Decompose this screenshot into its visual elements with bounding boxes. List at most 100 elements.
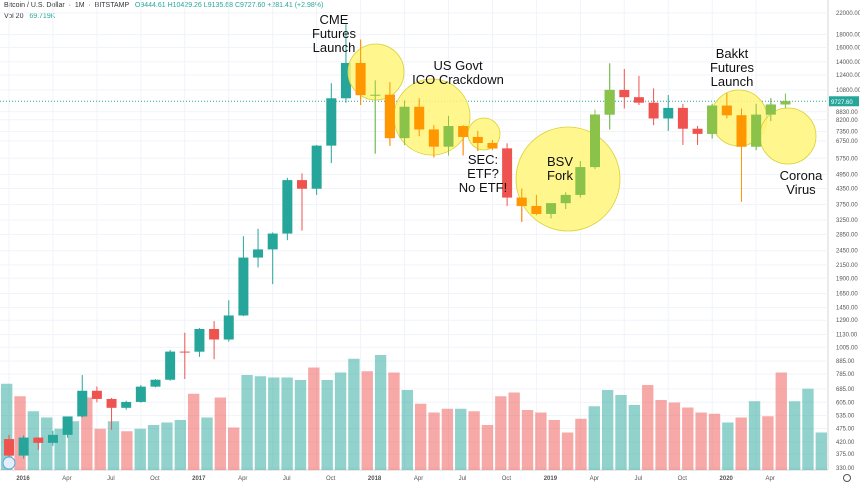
y-tick-label: 3250.00 xyxy=(836,218,858,224)
y-tick-label: 1005.00 xyxy=(836,345,858,351)
x-tick-label: Oct xyxy=(678,476,688,482)
y-tick-label: 2450.00 xyxy=(836,249,858,255)
y-tick-label: 475.00 xyxy=(836,427,855,433)
volume-bar xyxy=(508,392,520,470)
y-tick-label: 885.00 xyxy=(836,359,855,365)
x-tick-label: 2016 xyxy=(16,476,30,482)
volume-bar xyxy=(615,395,627,470)
ohlc-open: O9444.61 xyxy=(134,2,166,9)
candle-body-highlight xyxy=(370,94,381,96)
candle-body-highlight xyxy=(428,129,439,147)
interval[interactable]: 1M xyxy=(74,2,85,9)
volume-bar xyxy=(107,421,120,470)
y-tick-label: 330.00 xyxy=(836,466,855,472)
highlight-circle xyxy=(759,107,817,165)
last-price-tag xyxy=(829,96,859,107)
candle-body-highlight xyxy=(590,114,600,168)
annotation-text: ETF? xyxy=(467,166,499,181)
x-tick-label: 2020 xyxy=(720,476,734,482)
candle-body xyxy=(18,437,29,456)
y-tick-label: 16000.00 xyxy=(836,45,860,51)
x-tick-label: Jul xyxy=(283,476,291,482)
last-price-tag-label: 9727.60 xyxy=(831,100,853,106)
annotation-text: Futures xyxy=(312,26,357,41)
candle-body xyxy=(77,390,88,417)
annotation-text: CME xyxy=(320,12,349,27)
candle-body-highlight xyxy=(487,142,498,149)
annotation-text: ICO Crackdown xyxy=(412,72,504,87)
candle-body xyxy=(326,98,337,146)
volume-bar xyxy=(67,421,80,470)
candle-body xyxy=(47,434,58,443)
volume-bar xyxy=(762,416,774,470)
volume-bar xyxy=(735,417,747,470)
volume-bar xyxy=(241,375,253,470)
x-tick-label: Oct xyxy=(150,476,160,482)
candle-body-highlight xyxy=(472,136,483,143)
x-tick-label: Apr xyxy=(238,476,247,482)
volume-bar xyxy=(294,380,307,470)
candle-body xyxy=(209,328,220,340)
candle-body xyxy=(633,97,644,103)
annotation-text: Launch xyxy=(711,74,754,89)
candle-body xyxy=(223,315,234,340)
annotation-text: US Govt xyxy=(433,58,483,73)
candle-body xyxy=(692,128,703,134)
candle-body xyxy=(297,180,307,189)
volume-bar xyxy=(428,412,440,470)
y-tick-label: 7350.00 xyxy=(836,130,858,136)
x-tick-label: Apr xyxy=(590,476,599,482)
volume-bar xyxy=(455,408,467,470)
y-tick-label: 685.00 xyxy=(836,387,855,393)
volume-bar xyxy=(268,377,280,470)
volume-bar xyxy=(561,432,574,470)
x-tick-label: Oct xyxy=(502,476,512,482)
volume-legend: Vol 20 69.719K xyxy=(4,13,55,20)
candle-body xyxy=(106,398,117,408)
candle-body-highlight xyxy=(707,105,718,134)
candle-body xyxy=(619,89,630,98)
volume-bar xyxy=(228,427,240,470)
volume-bar xyxy=(642,385,654,470)
candle-body-highlight xyxy=(443,126,454,147)
x-tick-label: Apr xyxy=(414,476,423,482)
candle-body xyxy=(179,351,190,353)
y-tick-label: 6750.00 xyxy=(836,139,858,145)
ohlc-close: C9727.60 xyxy=(234,2,266,9)
y-tick-label: 3750.00 xyxy=(836,203,858,209)
candle-body-highlight xyxy=(384,94,395,139)
exchange: BITSTAMP xyxy=(94,2,130,9)
y-tick-label: 5750.00 xyxy=(836,156,858,162)
gear-icon[interactable] xyxy=(843,474,851,482)
ohlc-change: +281.41 (+2.98%) xyxy=(267,2,324,9)
candle-body-highlight xyxy=(458,126,469,137)
symbol-name[interactable]: Bitcoin / U.S. Dollar xyxy=(4,2,65,9)
x-tick-label: 2017 xyxy=(192,476,206,482)
volume-bar xyxy=(361,371,373,470)
volume-bar xyxy=(521,410,534,470)
volume-bar xyxy=(548,420,560,470)
candle-body xyxy=(62,416,73,435)
candle-body xyxy=(4,439,14,456)
candle-body-highlight xyxy=(575,167,586,195)
x-tick-label: Apr xyxy=(765,476,774,482)
volume-bar xyxy=(14,396,26,470)
candle-body-highlight xyxy=(736,115,747,147)
volume-bar xyxy=(628,405,641,470)
volume-bar xyxy=(401,390,413,470)
y-tick-label: 8200.00 xyxy=(836,118,858,124)
volume-bar xyxy=(1,383,13,470)
volume-bar xyxy=(348,358,360,470)
y-tick-label: 2850.00 xyxy=(836,232,858,238)
volume-bar xyxy=(374,355,387,470)
annotation-text: BSV xyxy=(547,154,573,169)
candle-body xyxy=(194,328,205,352)
y-tick-label: 4350.00 xyxy=(836,186,858,192)
volume-bar xyxy=(468,411,480,470)
volume-bar xyxy=(695,412,707,470)
volume-bar xyxy=(708,413,721,470)
candle-body-highlight xyxy=(355,62,366,96)
candle-body xyxy=(311,145,322,189)
candle-body xyxy=(253,249,264,258)
